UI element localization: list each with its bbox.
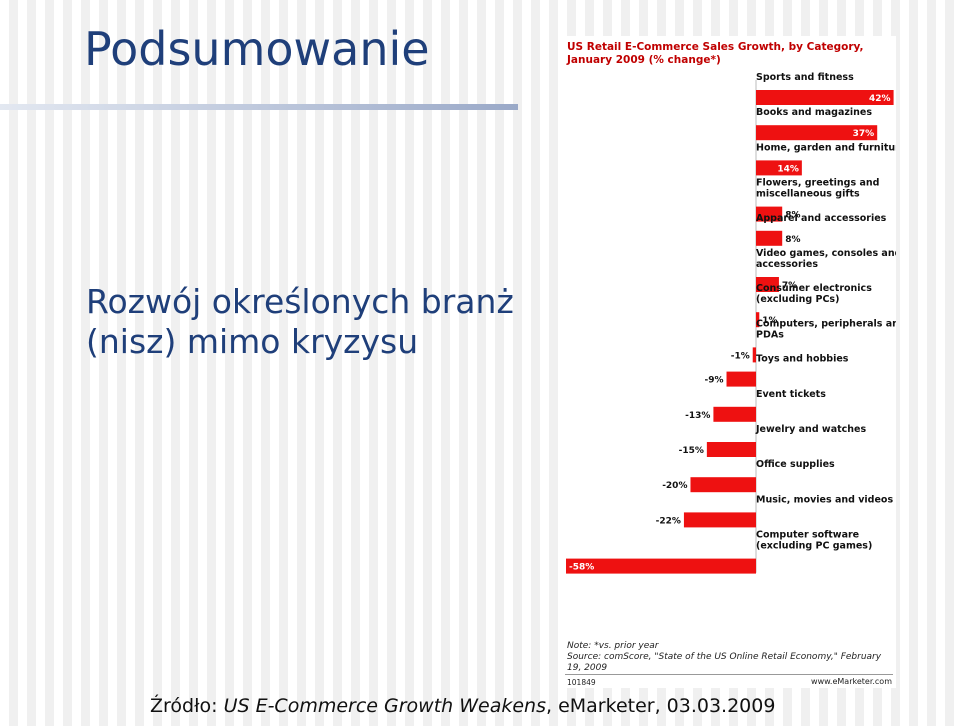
- category-label: Computers, peripherals and PDAs: [756, 318, 896, 340]
- source-prefix: Źródło:: [150, 695, 224, 717]
- bar: [713, 406, 756, 422]
- value-label: 8%: [785, 235, 800, 245]
- bar: [726, 371, 756, 387]
- category-label: Apparel and accessories: [756, 213, 887, 224]
- chart-id: 101849: [567, 678, 596, 687]
- bar: [566, 558, 756, 574]
- bar: [756, 230, 783, 246]
- value-label: 1%: [762, 316, 777, 326]
- slide-title: Podsumowanie: [84, 22, 430, 76]
- bar: [756, 277, 779, 292]
- category-label: Event tickets: [756, 389, 826, 400]
- bar: [756, 312, 760, 328]
- value-label: 8%: [785, 211, 800, 221]
- value-label: -13%: [685, 411, 710, 421]
- chart-title: US Retail E-Commerce Sales Growth, by Ca…: [567, 41, 864, 66]
- value-label: -9%: [705, 376, 724, 386]
- category-label: Books and magazines: [756, 107, 872, 118]
- category-label: Home, garden and furniture: [756, 142, 896, 153]
- category-label: Flowers, greetings and miscellaneous gift…: [756, 178, 879, 200]
- value-label: 14%: [777, 164, 799, 174]
- bar-chart: Sports and fitness 42% Books and magazines…: [566, 72, 896, 574]
- chart-source-text: Source: comScore, "State of the US Onlin…: [567, 652, 882, 673]
- source-suffix: , eMarketer, 03.03.2009: [546, 695, 776, 717]
- category-label: Sports and fitness: [756, 72, 854, 83]
- chart-panel: US Retail E-Commerce Sales Growth, by Ca…: [562, 36, 896, 688]
- bar: [706, 442, 756, 457]
- value-label: -20%: [662, 481, 687, 491]
- chart-note-text: Note: *vs. prior year: [567, 641, 659, 651]
- source-title: US E-Commerce Growth Weakens: [223, 695, 546, 717]
- title-underline: [0, 104, 518, 110]
- value-label: -15%: [679, 446, 704, 456]
- bar: [756, 90, 894, 105]
- value-label: -1%: [731, 351, 750, 361]
- source-citation: Źródło: US E-Commerce Growth Weakens, eM…: [150, 695, 775, 717]
- value-label: 7%: [782, 281, 797, 291]
- bar: [756, 206, 783, 222]
- value-label: -22%: [656, 516, 681, 526]
- category-label: Music, movies and videos: [756, 494, 893, 505]
- value-label: 37%: [853, 129, 875, 139]
- bar: [756, 125, 878, 141]
- value-label: -58%: [569, 563, 594, 573]
- chart-brand: www.eMarketer.com: [811, 677, 892, 686]
- bar: [683, 512, 756, 528]
- value-label: 42%: [869, 94, 891, 104]
- category-label: Jewelry and watches: [755, 424, 866, 435]
- bar: [752, 347, 756, 363]
- bar: [756, 160, 802, 176]
- category-label: Office supplies: [756, 459, 835, 470]
- slide-subtitle: Rozwój określonych branż (nisz) mimo kry…: [86, 282, 514, 361]
- category-label: Toys and hobbies: [756, 354, 849, 365]
- chart-note: Note: *vs. prior year Source: comScore, …: [567, 641, 892, 674]
- category-label: Consumer electronics (excluding PCs): [756, 283, 872, 305]
- bar: [690, 477, 756, 493]
- category-label: Video games, consoles and accessories: [756, 248, 896, 270]
- chart-footer-rule: [565, 674, 893, 675]
- category-label: Computer software (excluding PC games): [756, 530, 872, 552]
